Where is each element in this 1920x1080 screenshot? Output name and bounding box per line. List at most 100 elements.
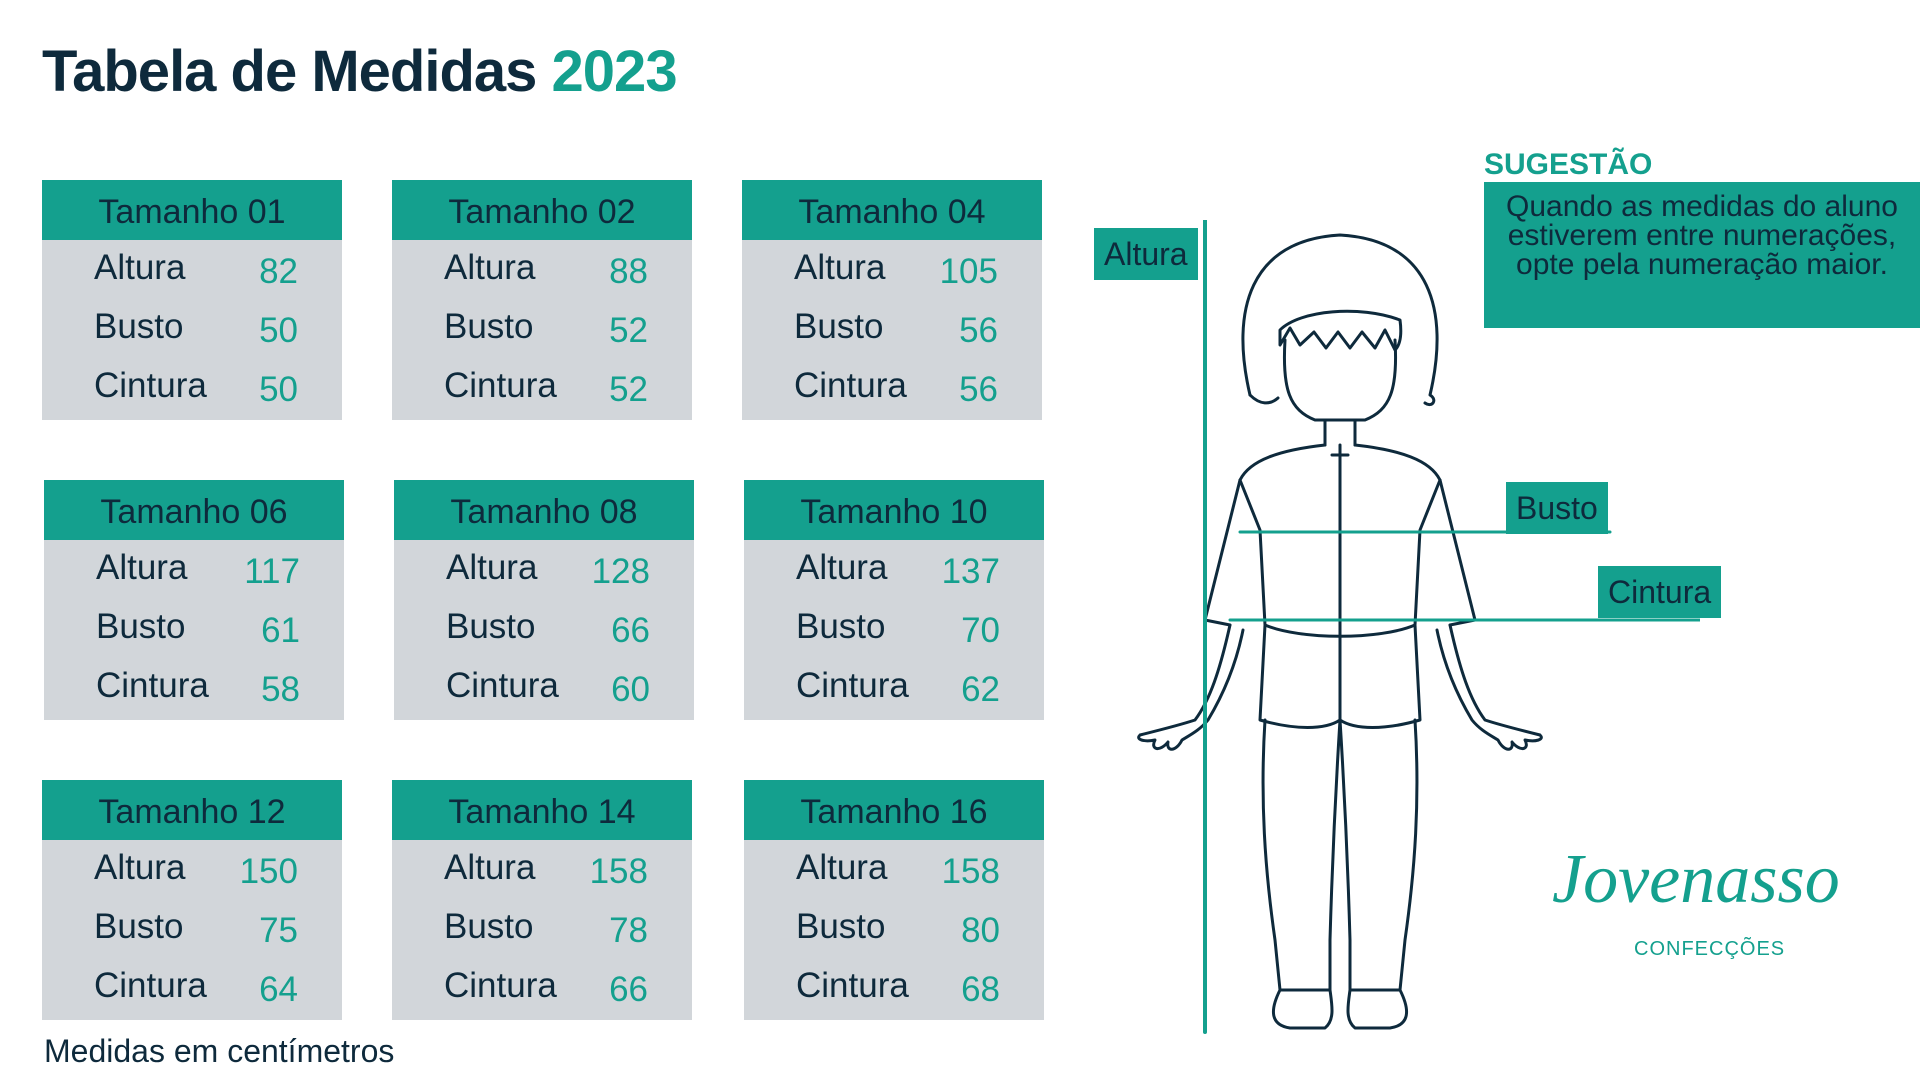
cintura-tag: Cintura — [1598, 566, 1722, 618]
size-card: Tamanho 04 Altura 105 Busto 56 Cintura 56 — [742, 180, 1042, 420]
size-row-cintura: Cintura 62 — [744, 658, 1044, 717]
size-card-header: Tamanho 01 — [42, 180, 342, 240]
suggestion-title: SUGESTÃO — [1484, 148, 1653, 181]
row-label: Cintura — [94, 966, 207, 1005]
size-row-cintura: Cintura 66 — [392, 958, 692, 1017]
row-value: 78 — [609, 911, 648, 950]
row-label: Altura — [444, 248, 536, 287]
row-value: 66 — [611, 611, 650, 650]
row-value: 62 — [961, 670, 1000, 709]
size-card: Tamanho 14 Altura 158 Busto 78 Cintura 66 — [392, 780, 692, 1020]
size-row-altura: Altura 128 — [394, 540, 694, 599]
page-title-year: 2023 — [551, 39, 678, 104]
suggestion-box: Quando as medidas do aluno estiverem ent… — [1484, 182, 1920, 328]
row-label: Busto — [446, 607, 536, 646]
row-value: 117 — [244, 552, 300, 591]
size-row-cintura: Cintura 60 — [394, 658, 694, 717]
size-row-busto: Busto 52 — [392, 299, 692, 358]
size-row-busto: Busto 78 — [392, 899, 692, 958]
row-label: Altura — [446, 548, 538, 587]
row-label: Altura — [796, 548, 888, 587]
row-value: 82 — [259, 252, 298, 291]
row-value: 68 — [961, 970, 1000, 1009]
row-value: 158 — [941, 852, 1000, 891]
size-card: Tamanho 06 Altura 117 Busto 61 Cintura 58 — [44, 480, 344, 720]
row-value: 137 — [941, 552, 1000, 591]
row-value: 52 — [609, 311, 648, 350]
size-row-altura: Altura 158 — [392, 840, 692, 899]
size-card-header: Tamanho 02 — [392, 180, 692, 240]
altura-tag: Altura — [1094, 228, 1198, 280]
brand-logo-name: Jovenasso — [1552, 841, 1840, 918]
units-note: Medidas em centímetros — [44, 1033, 395, 1069]
size-row-cintura: Cintura 50 — [42, 358, 342, 417]
size-card-header: Tamanho 16 — [744, 780, 1044, 840]
page-title-main: Tabela de Medidas — [42, 39, 537, 104]
row-label: Cintura — [796, 666, 909, 705]
row-label: Cintura — [444, 966, 557, 1005]
size-row-cintura: Cintura 56 — [742, 358, 1042, 417]
size-row-altura: Altura 88 — [392, 240, 692, 299]
row-value: 75 — [259, 911, 298, 950]
size-row-altura: Altura 105 — [742, 240, 1042, 299]
size-card-header: Tamanho 14 — [392, 780, 692, 840]
size-row-busto: Busto 50 — [42, 299, 342, 358]
row-value: 58 — [261, 670, 300, 709]
row-label: Busto — [794, 307, 884, 346]
row-value: 60 — [611, 670, 650, 709]
suggestion-text: Quando as medidas do aluno estiverem ent… — [1506, 190, 1898, 281]
size-row-busto: Busto 80 — [744, 899, 1044, 958]
busto-tag: Busto — [1506, 482, 1608, 534]
row-label: Cintura — [96, 666, 209, 705]
page-title: Tabela de Medidas 2023 — [42, 38, 678, 105]
row-value: 66 — [609, 970, 648, 1009]
size-card: Tamanho 12 Altura 150 Busto 75 Cintura 64 — [42, 780, 342, 1020]
row-value: 88 — [609, 252, 648, 291]
row-value: 80 — [961, 911, 1000, 950]
size-card-header: Tamanho 06 — [44, 480, 344, 540]
size-row-busto: Busto 66 — [394, 599, 694, 658]
size-row-altura: Altura 158 — [744, 840, 1044, 899]
size-card-header: Tamanho 08 — [394, 480, 694, 540]
size-card-header: Tamanho 04 — [742, 180, 1042, 240]
size-row-altura: Altura 150 — [42, 840, 342, 899]
size-card: Tamanho 08 Altura 128 Busto 66 Cintura 60 — [394, 480, 694, 720]
row-value: 50 — [259, 311, 298, 350]
brand-logo: Jovenasso CONFECÇÕES — [1552, 840, 1882, 960]
row-label: Altura — [94, 248, 186, 287]
row-value: 56 — [959, 370, 998, 409]
size-card-header: Tamanho 12 — [42, 780, 342, 840]
size-row-cintura: Cintura 64 — [42, 958, 342, 1017]
row-value: 128 — [591, 552, 650, 591]
size-card: Tamanho 10 Altura 137 Busto 70 Cintura 62 — [744, 480, 1044, 720]
row-label: Cintura — [796, 966, 909, 1005]
size-row-busto: Busto 61 — [44, 599, 344, 658]
row-label: Altura — [794, 248, 886, 287]
row-value: 56 — [959, 311, 998, 350]
child-figure-illustration — [1137, 220, 1700, 1034]
row-value: 158 — [589, 852, 648, 891]
row-label: Cintura — [446, 666, 559, 705]
row-label: Busto — [796, 607, 886, 646]
size-row-altura: Altura 117 — [44, 540, 344, 599]
row-label: Cintura — [444, 366, 557, 405]
row-label: Busto — [444, 307, 534, 346]
row-label: Altura — [96, 548, 188, 587]
row-value: 52 — [609, 370, 648, 409]
brand-logo-subtitle: CONFECÇÕES — [1634, 938, 1786, 960]
size-row-altura: Altura 82 — [42, 240, 342, 299]
row-label: Busto — [94, 307, 184, 346]
size-card-header: Tamanho 10 — [744, 480, 1044, 540]
size-card: Tamanho 02 Altura 88 Busto 52 Cintura 52 — [392, 180, 692, 420]
size-row-altura: Altura 137 — [744, 540, 1044, 599]
size-row-busto: Busto 70 — [744, 599, 1044, 658]
row-label: Busto — [796, 907, 886, 946]
size-card: Tamanho 16 Altura 158 Busto 80 Cintura 68 — [744, 780, 1044, 1020]
row-value: 64 — [259, 970, 298, 1009]
size-row-cintura: Cintura 58 — [44, 658, 344, 717]
row-label: Altura — [94, 848, 186, 887]
size-row-busto: Busto 56 — [742, 299, 1042, 358]
row-label: Busto — [94, 907, 184, 946]
row-value: 50 — [259, 370, 298, 409]
row-label: Altura — [796, 848, 888, 887]
